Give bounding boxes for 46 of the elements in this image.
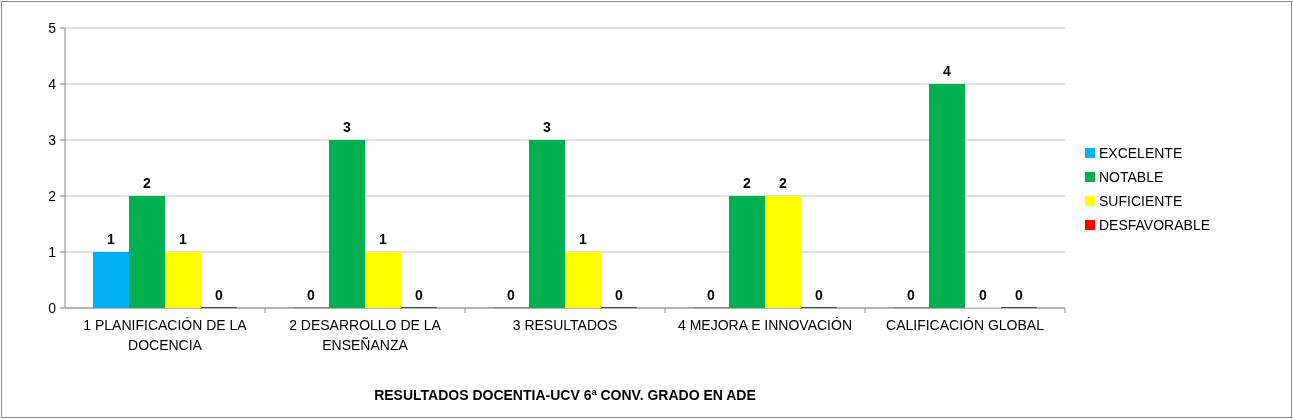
- bar: [765, 196, 801, 308]
- data-label: 2: [779, 175, 788, 191]
- bar: [93, 252, 129, 308]
- bar: [729, 196, 765, 308]
- x-tick-label: 2 DESARROLLO DE LA ENSEÑANZA: [289, 317, 442, 353]
- data-label: 1: [579, 231, 588, 247]
- data-label: 0: [415, 287, 424, 303]
- bar: [329, 140, 365, 308]
- data-label: 2: [743, 175, 752, 191]
- x-tick-label: 1 PLANIFICACIÓN DE LA DOCENCIA: [83, 317, 248, 353]
- data-label: 0: [215, 287, 224, 303]
- data-label: 1: [107, 231, 116, 247]
- data-label: 0: [815, 287, 824, 303]
- y-tick-label: 5: [48, 19, 57, 36]
- y-tick-label: 1: [48, 243, 57, 260]
- data-label: 1: [179, 231, 188, 247]
- data-label: 4: [943, 63, 952, 79]
- bar: [529, 140, 565, 308]
- data-label: 0: [1015, 287, 1024, 303]
- data-label: 3: [543, 119, 552, 135]
- y-tick-label: 0: [48, 299, 57, 316]
- data-label: 3: [343, 119, 352, 135]
- data-label: 0: [979, 287, 988, 303]
- legend-label: DESFAVORABLE: [1099, 216, 1211, 233]
- y-tick-label: 4: [48, 75, 57, 92]
- x-tick-label: 4 MEJORA E INNOVACIÓN: [678, 317, 852, 333]
- data-label: 0: [907, 287, 916, 303]
- bar: [129, 196, 165, 308]
- data-label: 0: [707, 287, 716, 303]
- data-label: 0: [307, 287, 316, 303]
- data-label: 1: [379, 231, 388, 247]
- y-tick-label: 2: [48, 187, 57, 204]
- data-label: 0: [615, 287, 624, 303]
- legend-label: NOTABLE: [1099, 168, 1164, 185]
- bar: [565, 252, 601, 308]
- bar: [929, 84, 965, 308]
- data-label: 0: [507, 287, 516, 303]
- data-label: 2: [143, 175, 152, 191]
- bar: [165, 252, 201, 308]
- y-tick-label: 3: [48, 131, 57, 148]
- x-tick-label: CALIFICACIÓN GLOBAL: [886, 317, 1045, 333]
- text: RESULTADOS DOCENTIA-UCV 6ª CONV. GRADO EN ADE: [374, 387, 756, 403]
- bar: [365, 252, 401, 308]
- legend-label: SUFICIENTE: [1099, 192, 1183, 209]
- x-tick-label: 3 RESULTADOS: [512, 317, 618, 333]
- legend-label: EXCELENTE: [1099, 144, 1183, 161]
